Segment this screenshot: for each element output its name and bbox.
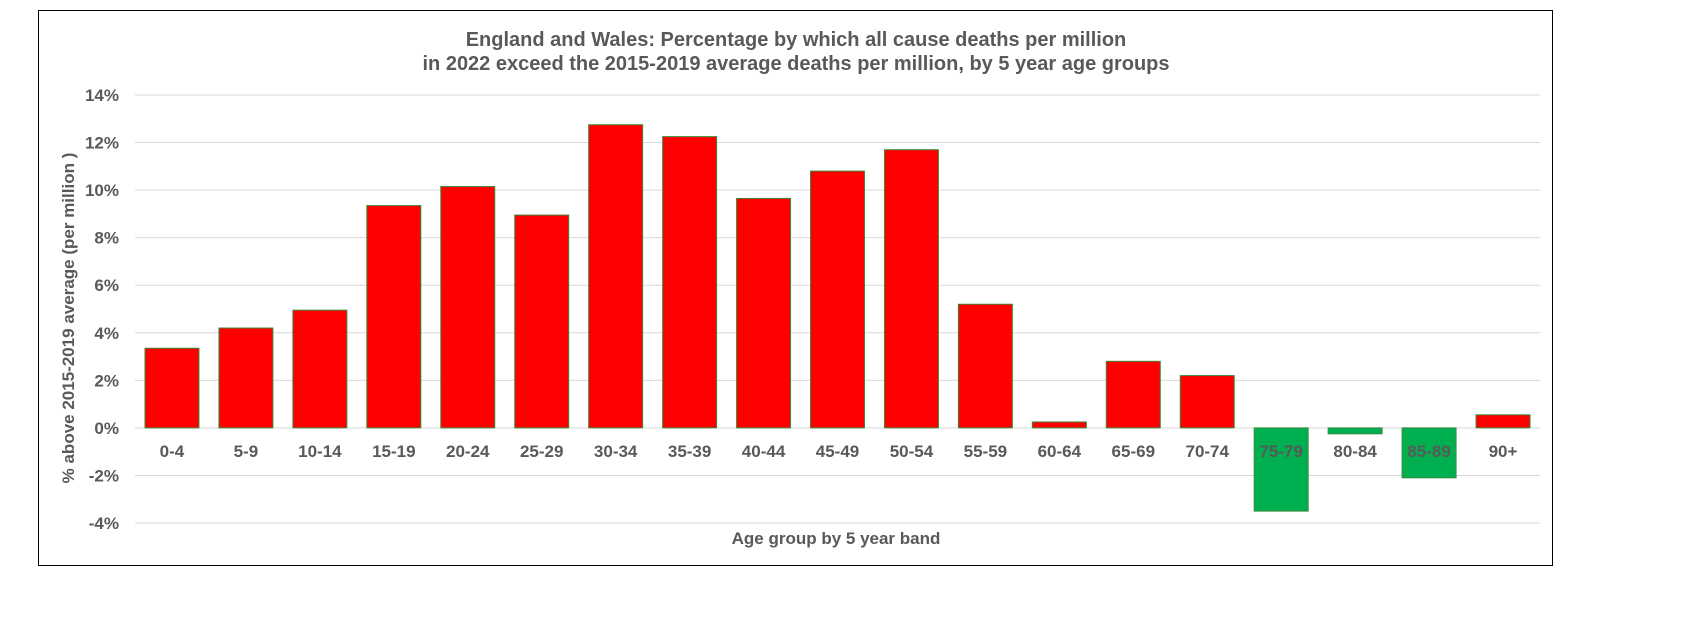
chart-frame: England and Wales: Percentage by which a…: [38, 10, 1553, 566]
bar-15-19: [366, 205, 422, 429]
x-tick-label: 25-29: [520, 442, 563, 461]
x-tick-label: 60-64: [1038, 442, 1082, 461]
y-tick-label: 12%: [85, 134, 119, 153]
chart-svg: England and Wales: Percentage by which a…: [59, 29, 1540, 548]
bar-40-44: [736, 197, 792, 429]
bar-10-14: [292, 309, 348, 429]
y-tick-label: 10%: [85, 181, 119, 200]
x-tick-label: 35-39: [668, 442, 711, 461]
x-tick-label: 45-49: [816, 442, 859, 461]
y-tick-label: 4%: [94, 324, 119, 343]
x-tick-label: 75-79: [1259, 442, 1302, 461]
x-tick-label: 55-59: [964, 442, 1007, 461]
x-tick-label: 50-54: [890, 442, 934, 461]
x-tick-label: 85-89: [1407, 442, 1450, 461]
y-tick-label: -2%: [89, 466, 119, 485]
x-tick-label: 15-19: [372, 442, 415, 461]
x-tick-label: 10-14: [298, 442, 342, 461]
x-tick-label: 65-69: [1112, 442, 1155, 461]
x-tick-label: 80-84: [1333, 442, 1377, 461]
x-tick-label: 90+: [1489, 442, 1518, 461]
bar-30-34: [588, 124, 644, 429]
x-tick-label: 5-9: [234, 442, 259, 461]
bar-25-29: [514, 214, 570, 429]
y-tick-label: 0%: [94, 419, 119, 438]
y-axis-ticks: -4% -2% 0% 2% 4% 6% 8% 10% 12% 14%: [85, 86, 119, 533]
x-axis-title: Age group by 5 year band: [732, 529, 941, 548]
bar-0-4: [144, 347, 200, 429]
x-tick-label: 30-34: [594, 442, 638, 461]
bar-45-49: [810, 170, 865, 429]
y-tick-label: -4%: [89, 514, 119, 533]
bar-55-59: [957, 303, 1013, 429]
x-tick-label: 0-4: [160, 442, 185, 461]
bar-90+: [1475, 414, 1531, 429]
y-tick-label: 14%: [85, 86, 119, 105]
y-axis-title: % above 2015-2019 average (per million ): [59, 153, 78, 484]
chart-title: England and Wales: Percentage by which a…: [466, 29, 1127, 51]
x-tick-label: 20-24: [446, 442, 490, 461]
bar-5-9: [218, 327, 274, 429]
bars: [144, 124, 1531, 512]
bar-75-79: [1253, 427, 1309, 512]
bar-60-64: [1031, 421, 1087, 429]
x-axis-ticks: 0-4 5-9 10-14 15-19 20-24 25-29 30-34 35-39 40-4…: [160, 442, 1518, 461]
bar-35-39: [662, 136, 718, 429]
bar-85-89: [1401, 427, 1457, 479]
bar-50-54: [883, 149, 939, 429]
y-tick-label: 8%: [94, 229, 119, 248]
bar-65-69: [1105, 360, 1161, 429]
x-tick-label: 40-44: [742, 442, 786, 461]
y-tick-label: 2%: [94, 371, 119, 390]
bar-20-24: [440, 186, 496, 429]
bar-80-84: [1327, 427, 1383, 435]
bar-70-74: [1179, 375, 1235, 429]
chart-subtitle: in 2022 exceed the 2015-2019 average dea…: [422, 53, 1169, 75]
x-tick-label: 70-74: [1185, 442, 1229, 461]
y-tick-label: 6%: [94, 276, 119, 295]
